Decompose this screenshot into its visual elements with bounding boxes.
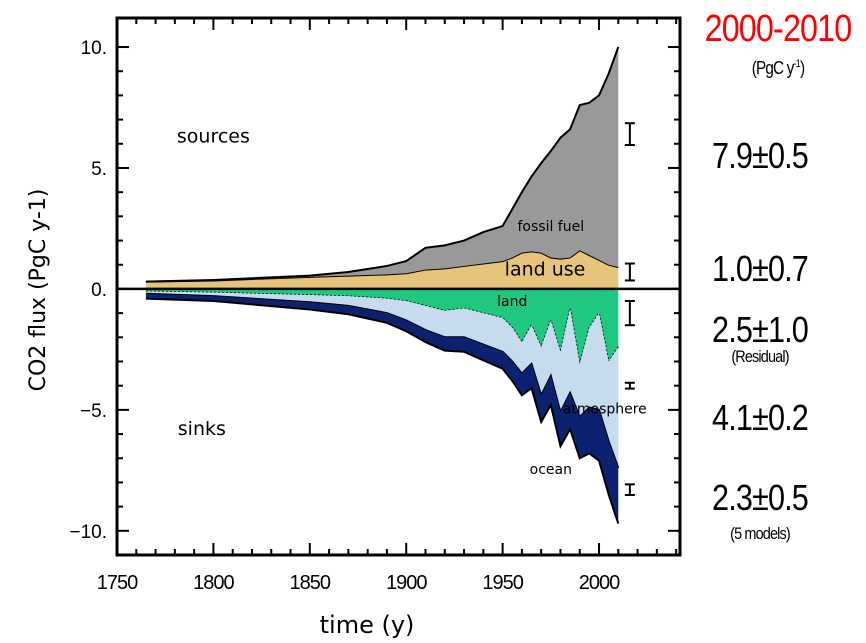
label-ocean: ocean: [530, 462, 572, 478]
y-axis-label: CO2 flux (PgC y-1): [26, 189, 51, 392]
plot-frame: [115, 16, 682, 557]
line-ocean: [145, 297, 620, 524]
y-tick-label: 5.: [91, 159, 107, 180]
x-tick-label: 1800: [193, 572, 234, 594]
label-atmosphere: atmosphere: [563, 401, 647, 417]
note-5-models: (5 models): [730, 524, 791, 543]
x-tick-label: 1950: [482, 572, 523, 594]
x-tick-label: 1850: [290, 572, 331, 594]
note-residual: (Residual): [731, 347, 789, 366]
value-atmosphere: 4.1±0.2: [712, 397, 809, 438]
value-land-use: 1.0±0.7: [712, 248, 809, 289]
x-axis-label: time (y): [320, 611, 415, 639]
period-title: 2000-2010: [704, 8, 853, 50]
area-land: [145, 288, 619, 364]
y-tick-label: −10.: [69, 522, 107, 543]
unit-sup: -1: [793, 58, 801, 70]
unit-label: (PgC y-1): [703, 58, 853, 79]
label-land: land: [497, 294, 527, 310]
area-ocean: [145, 293, 619, 524]
label-sinks: sinks: [178, 418, 226, 440]
line-fossil-fuel: [145, 46, 620, 283]
label-fossil-fuel: fossil fuel: [518, 219, 585, 235]
x-tick-label: 1900: [386, 572, 427, 594]
label-land-use: land use: [505, 259, 586, 281]
value-fossil-fuel: 7.9±0.5: [712, 135, 809, 176]
x-tick-label: 1750: [97, 572, 138, 594]
area-atmosphere: [145, 291, 619, 468]
y-tick-label: −5.: [80, 401, 107, 422]
value-land: 2.5±1.0: [712, 309, 809, 350]
y-tick-label: 0.: [91, 280, 107, 301]
label-sources: sources: [177, 126, 250, 148]
value-ocean: 2.3±0.5: [712, 477, 809, 518]
unit-close: ): [800, 58, 805, 78]
y-tick-label: 10.: [81, 38, 107, 59]
x-tick-label: 2000: [579, 572, 620, 594]
area-fossil-fuel: [145, 47, 619, 282]
unit-text: (PgC y: [751, 58, 795, 78]
